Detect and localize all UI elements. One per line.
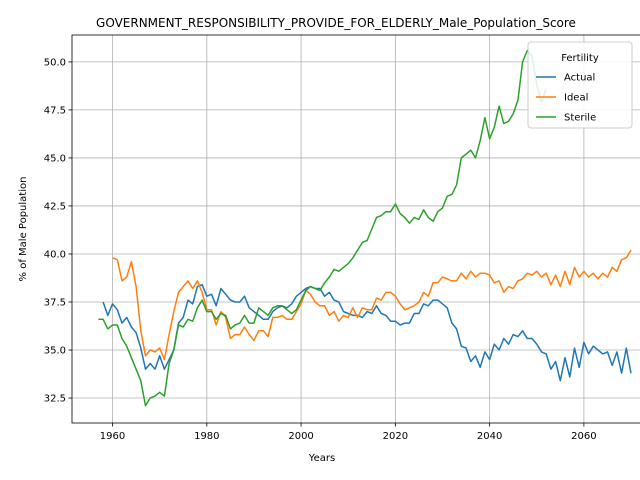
- x-axis-ticks: 1960 1980 2000 2020 2040 2060: [100, 423, 597, 442]
- x-tick-label: 1960: [100, 431, 125, 442]
- legend-title: Fertility: [561, 53, 599, 64]
- y-tick-label: 32.5: [44, 394, 66, 405]
- series-line-actual: [102, 283, 632, 382]
- plot-frame: [71, 34, 640, 424]
- y-tick-label: 37.5: [44, 297, 66, 308]
- x-tick-label: 2040: [477, 431, 502, 442]
- x-axis-label: Years: [308, 453, 335, 464]
- legend-label-sterile: Sterile: [564, 113, 596, 124]
- legend-box: [527, 41, 633, 129]
- gridlines: [72, 35, 640, 423]
- series-line-sterile: [98, 49, 547, 407]
- y-tick-label: 35.0: [44, 346, 66, 357]
- series-line-ideal: [112, 249, 632, 361]
- x-tick-label: 2060: [571, 431, 596, 442]
- legend: Fertility Actual Ideal Sterile: [527, 41, 633, 129]
- y-axis-label: % of Male Population: [18, 177, 29, 282]
- y-tick-label: 45.0: [44, 153, 66, 164]
- y-tick-label: 40.0: [44, 249, 66, 260]
- y-tick-label: 50.0: [44, 57, 66, 68]
- legend-label-actual: Actual: [564, 73, 595, 84]
- y-axis-ticks: 32.5 35.0 37.5 40.0 42.5 45.0 47.5 50.0: [44, 57, 72, 405]
- series-lines: [98, 49, 632, 407]
- chart-title: GOVERNMENT_RESPONSIBILITY_PROVIDE_FOR_EL…: [96, 16, 576, 30]
- y-tick-label: 47.5: [44, 105, 66, 116]
- legend-label-ideal: Ideal: [564, 93, 588, 104]
- y-tick-label: 42.5: [44, 201, 66, 212]
- x-tick-label: 2020: [383, 431, 408, 442]
- x-tick-label: 1980: [194, 431, 219, 442]
- x-tick-label: 2000: [288, 431, 313, 442]
